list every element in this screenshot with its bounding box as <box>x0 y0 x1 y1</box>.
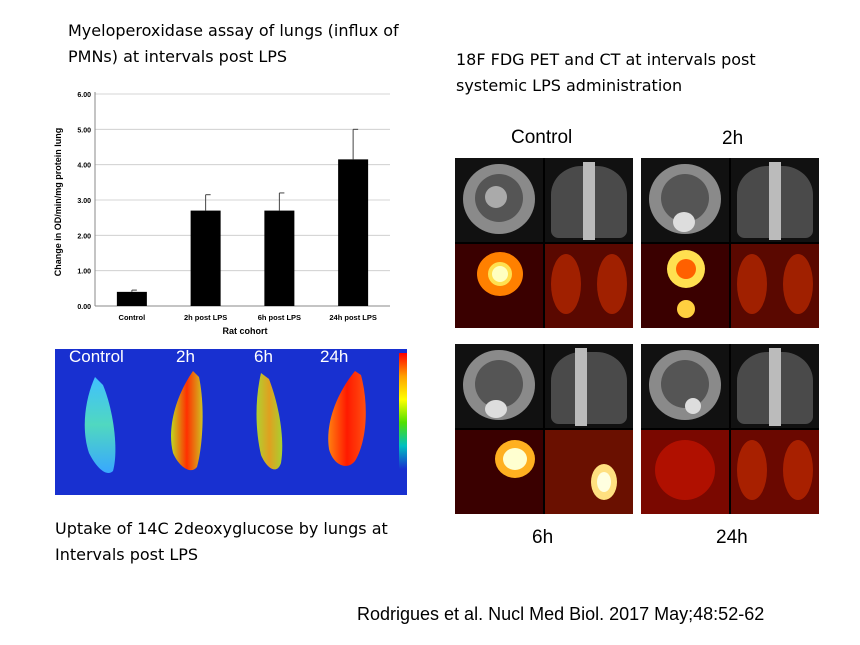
x-tick-label: 6h post LPS <box>258 313 301 322</box>
bar <box>116 291 147 306</box>
pet-ct-panel-6h <box>455 344 633 514</box>
mpo-bar-chart: 0.00 1.00 2.00 3.00 4.00 5.00 6.00 Control 2h p… <box>53 92 390 336</box>
pet-axial-image <box>455 430 543 514</box>
ct-axial-image <box>455 158 543 242</box>
chart-y-axis-label: Change in OD/min/mg protein lung <box>53 128 63 277</box>
y-tick-label: 1.00 <box>77 269 91 276</box>
pet-ct-panel-control <box>455 158 633 328</box>
color-scale-bar <box>399 353 407 469</box>
lung-section-control <box>84 377 116 473</box>
pet-axial-image <box>641 244 729 328</box>
autoradiograph-label-24h: 24h <box>320 349 349 366</box>
ct-axial-image <box>455 344 543 428</box>
chart-error-bars <box>131 128 359 292</box>
pet-coronal-image <box>545 244 633 328</box>
y-tick-label: 5.00 <box>77 127 91 134</box>
pet-caption: 18F FDG PET and CT at intervals post sys… <box>456 50 756 95</box>
ct-coronal-image <box>545 344 633 428</box>
pet-label-2h: 2h <box>722 128 744 149</box>
chart-x-axis-label: Rat cohort <box>223 326 268 336</box>
autoradiograph-label-6h: 6h <box>254 349 273 366</box>
y-tick-label: 0.00 <box>77 304 91 311</box>
pet-coronal-image <box>545 430 633 514</box>
uptake-caption: Uptake of 14C 2deoxyglucose by lungs at … <box>55 519 388 564</box>
x-tick-label: 2h post LPS <box>184 313 227 322</box>
citation: Rodrigues et al. Nucl Med Biol. 2017 May… <box>357 604 765 624</box>
autoradiograph-label-control: Control <box>69 349 124 366</box>
pet-ct-panel-2h <box>641 158 819 328</box>
ct-coronal-image <box>731 344 819 428</box>
pet-coronal-image <box>731 430 819 514</box>
mpo-caption: Myeloperoxidase assay of lungs (influx o… <box>68 21 399 66</box>
chart-bars <box>116 159 369 306</box>
x-tick-label: Control <box>119 313 146 322</box>
ct-coronal-image <box>731 158 819 242</box>
bar <box>338 159 369 306</box>
pet-label-control: Control <box>511 127 573 148</box>
lung-section-6h <box>256 373 283 470</box>
lung-section-24h <box>328 371 366 466</box>
y-tick-label: 6.00 <box>77 92 91 99</box>
pet-label-6h: 6h <box>532 527 554 548</box>
pet-ct-panel-24h <box>641 344 819 514</box>
x-tick-label: 24h post LPS <box>329 313 377 322</box>
ct-axial-image <box>641 158 729 242</box>
bar <box>190 210 221 306</box>
y-tick-label: 2.00 <box>77 233 91 240</box>
ct-coronal-image <box>545 158 633 242</box>
pet-axial-image <box>641 430 729 514</box>
lung-section-2h <box>171 371 203 471</box>
y-tick-label: 3.00 <box>77 198 91 205</box>
y-tick-label: 4.00 <box>77 163 91 170</box>
pet-axial-image <box>455 244 543 328</box>
ct-axial-image <box>641 344 729 428</box>
lung-sections <box>84 371 366 473</box>
bar <box>264 210 295 306</box>
pet-label-24h: 24h <box>716 527 748 548</box>
autoradiograph-label-2h: 2h <box>176 349 195 366</box>
chart-x-ticks: Control 2h post LPS 6h post LPS 24h post LP… <box>119 313 377 322</box>
chart-y-ticks: 0.00 1.00 2.00 3.00 4.00 5.00 6.00 <box>77 92 91 311</box>
pet-coronal-image <box>731 244 819 328</box>
autoradiograph-image: Control 2h 6h 24h <box>55 349 407 495</box>
